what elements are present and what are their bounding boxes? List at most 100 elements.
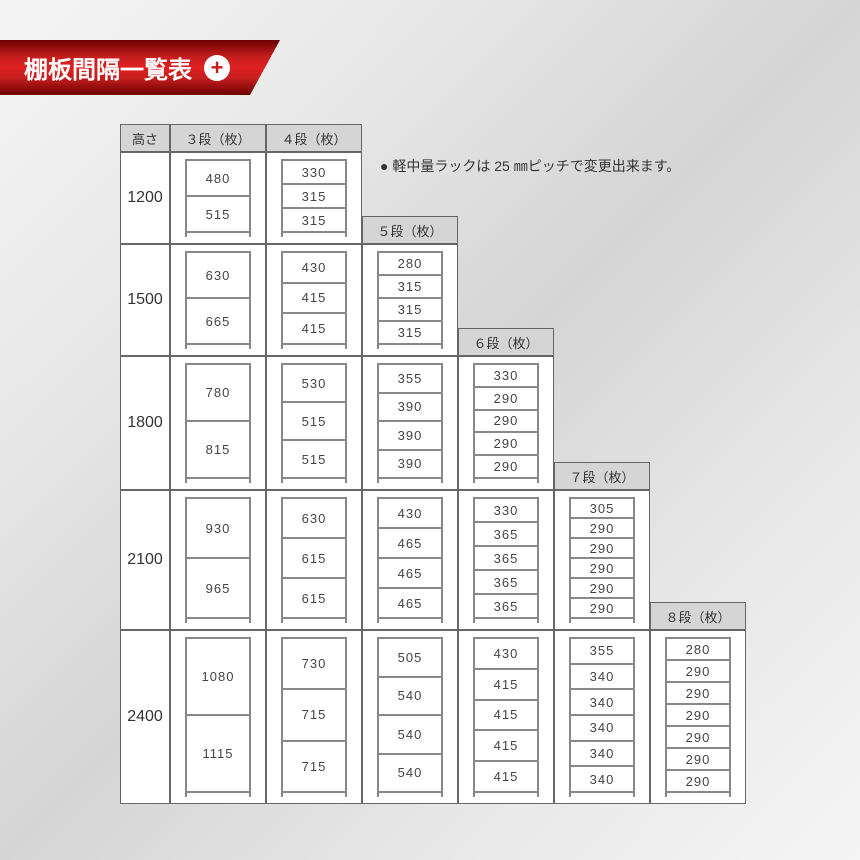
shelf-gap: 330 — [473, 365, 539, 386]
shelf-gap: 315 — [377, 276, 443, 297]
header-tier-4: ４段（枚） — [266, 124, 362, 152]
shelf-gap: 365 — [473, 571, 539, 593]
shelf-gap: 415 — [473, 731, 539, 760]
cell-h2100-t4: 630615615 — [266, 490, 362, 630]
shelf-gap: 480 — [185, 161, 251, 195]
cell-h2100-t7: 305 290 290 290 290 290 — [554, 490, 650, 630]
shelf-gap: 290 — [665, 683, 731, 703]
shelf-gap: 715 — [281, 690, 347, 739]
shelf-gap: 290 — [473, 433, 539, 454]
shelf-gap: 515 — [185, 197, 251, 231]
cell-h1500-t3: 630665 — [170, 244, 266, 356]
shelf-gap: 430 — [473, 639, 539, 668]
shelf-gap: 530 — [281, 365, 347, 401]
cell-h1800-t5: 355390390390 — [362, 356, 458, 490]
shelf-gap: 1115 — [185, 716, 251, 791]
shelf-gap: 280 — [377, 253, 443, 274]
shelf-gap: 505 — [377, 639, 443, 676]
shelf-gap: 665 — [185, 299, 251, 343]
cell-h2400-t6: 430415415415415 — [458, 630, 554, 804]
row-height-2400: 2400 — [120, 630, 170, 804]
cell-h2400-t5: 505540540540 — [362, 630, 458, 804]
shelf-gap: 415 — [473, 670, 539, 699]
shelf-gap: 290 — [665, 749, 731, 769]
shelf-gap: 315 — [281, 185, 347, 207]
shelf-gap: 340 — [569, 767, 635, 791]
shelf-gap: 630 — [281, 499, 347, 537]
shelf-gap: 430 — [377, 499, 443, 527]
shelf-gap: 290 — [473, 411, 539, 432]
shelf-gap: 390 — [377, 394, 443, 421]
shelf-gap: 390 — [377, 422, 443, 449]
shelf-gap: 465 — [377, 529, 443, 557]
shelf-gap: 365 — [473, 547, 539, 569]
header-tier-8: ８段（枚） — [650, 602, 746, 630]
row-height-1800: 1800 — [120, 356, 170, 490]
cell-h1800-t6: 330290290290290 — [458, 356, 554, 490]
shelf-gap: 630 — [185, 253, 251, 297]
cell-h2400-t4: 730715715 — [266, 630, 362, 804]
cell-h2100-t5: 430465465465 — [362, 490, 458, 630]
cell-h2400-t3: 10801115 — [170, 630, 266, 804]
shelf-gap: 715 — [281, 742, 347, 791]
shelf-gap: 305 — [569, 499, 635, 517]
shelf-gap: 290 — [569, 559, 635, 577]
cell-h2100-t3: 930965 — [170, 490, 266, 630]
cell-h1500-t5: 280315315315 — [362, 244, 458, 356]
shelf-gap: 515 — [281, 403, 347, 439]
shelf-gap: 290 — [665, 705, 731, 725]
shelf-gap: 365 — [473, 595, 539, 617]
shelf-gap: 315 — [281, 209, 347, 231]
shelf-gap: 290 — [473, 456, 539, 477]
shelf-gap: 290 — [569, 519, 635, 537]
shelf-gap: 290 — [665, 661, 731, 681]
shelf-gap: 290 — [665, 771, 731, 791]
plus-icon: + — [204, 55, 230, 81]
shelf-gap: 290 — [665, 727, 731, 747]
shelf-gap: 465 — [377, 559, 443, 587]
header-tier-7: ７段（枚） — [554, 462, 650, 490]
title-banner: 棚板間隔一覧表 + — [0, 40, 280, 95]
cell-h2400-t7: 355340340340340340 — [554, 630, 650, 804]
shelf-gap: 280 — [665, 639, 731, 659]
row-height-1500: 1500 — [120, 244, 170, 356]
shelf-gap: 540 — [377, 716, 443, 753]
shelf-gap: 365 — [473, 523, 539, 545]
shelf-gap: 355 — [569, 639, 635, 663]
row-height-1200: 1200 — [120, 152, 170, 244]
shelf-gap: 465 — [377, 589, 443, 617]
shelf-gap: 340 — [569, 665, 635, 689]
cell-h1500-t4: 430415415 — [266, 244, 362, 356]
title-text: 棚板間隔一覧表 — [24, 50, 192, 85]
shelf-gap: 540 — [377, 678, 443, 715]
header-tier-3: ３段（枚） — [170, 124, 266, 152]
shelf-gap: 290 — [569, 539, 635, 557]
shelf-gap: 615 — [281, 539, 347, 577]
shelf-gap: 415 — [473, 762, 539, 791]
header-tier-6: ６段（枚） — [458, 328, 554, 356]
cell-h2100-t6: 330365365365365 — [458, 490, 554, 630]
shelf-gap: 340 — [569, 716, 635, 740]
shelf-gap: 965 — [185, 559, 251, 617]
shelf-gap: 390 — [377, 451, 443, 478]
shelf-gap: 415 — [473, 701, 539, 730]
shelf-gap: 515 — [281, 441, 347, 477]
cell-h1200-t3: 480515 — [170, 152, 266, 244]
cell-h2400-t8: 280290290290290290290 — [650, 630, 746, 804]
pitch-note: ● 軽中量ラックは 25 ㎜ピッチで変更出来ます。 — [380, 156, 680, 176]
shelf-gap: 330 — [473, 499, 539, 521]
cell-h1800-t4: 530515515 — [266, 356, 362, 490]
shelf-gap: 355 — [377, 365, 443, 392]
shelf-gap: 290 — [473, 388, 539, 409]
shelf-gap: 780 — [185, 365, 251, 420]
shelf-gap: 290 — [569, 599, 635, 617]
shelf-gap: 730 — [281, 639, 347, 688]
shelf-gap: 815 — [185, 422, 251, 477]
shelf-gap: 540 — [377, 755, 443, 792]
shelf-gap: 340 — [569, 690, 635, 714]
shelf-gap: 290 — [569, 579, 635, 597]
shelf-gap: 1080 — [185, 639, 251, 714]
shelf-gap: 615 — [281, 579, 347, 617]
shelf-gap: 430 — [281, 253, 347, 282]
shelf-gap: 930 — [185, 499, 251, 557]
